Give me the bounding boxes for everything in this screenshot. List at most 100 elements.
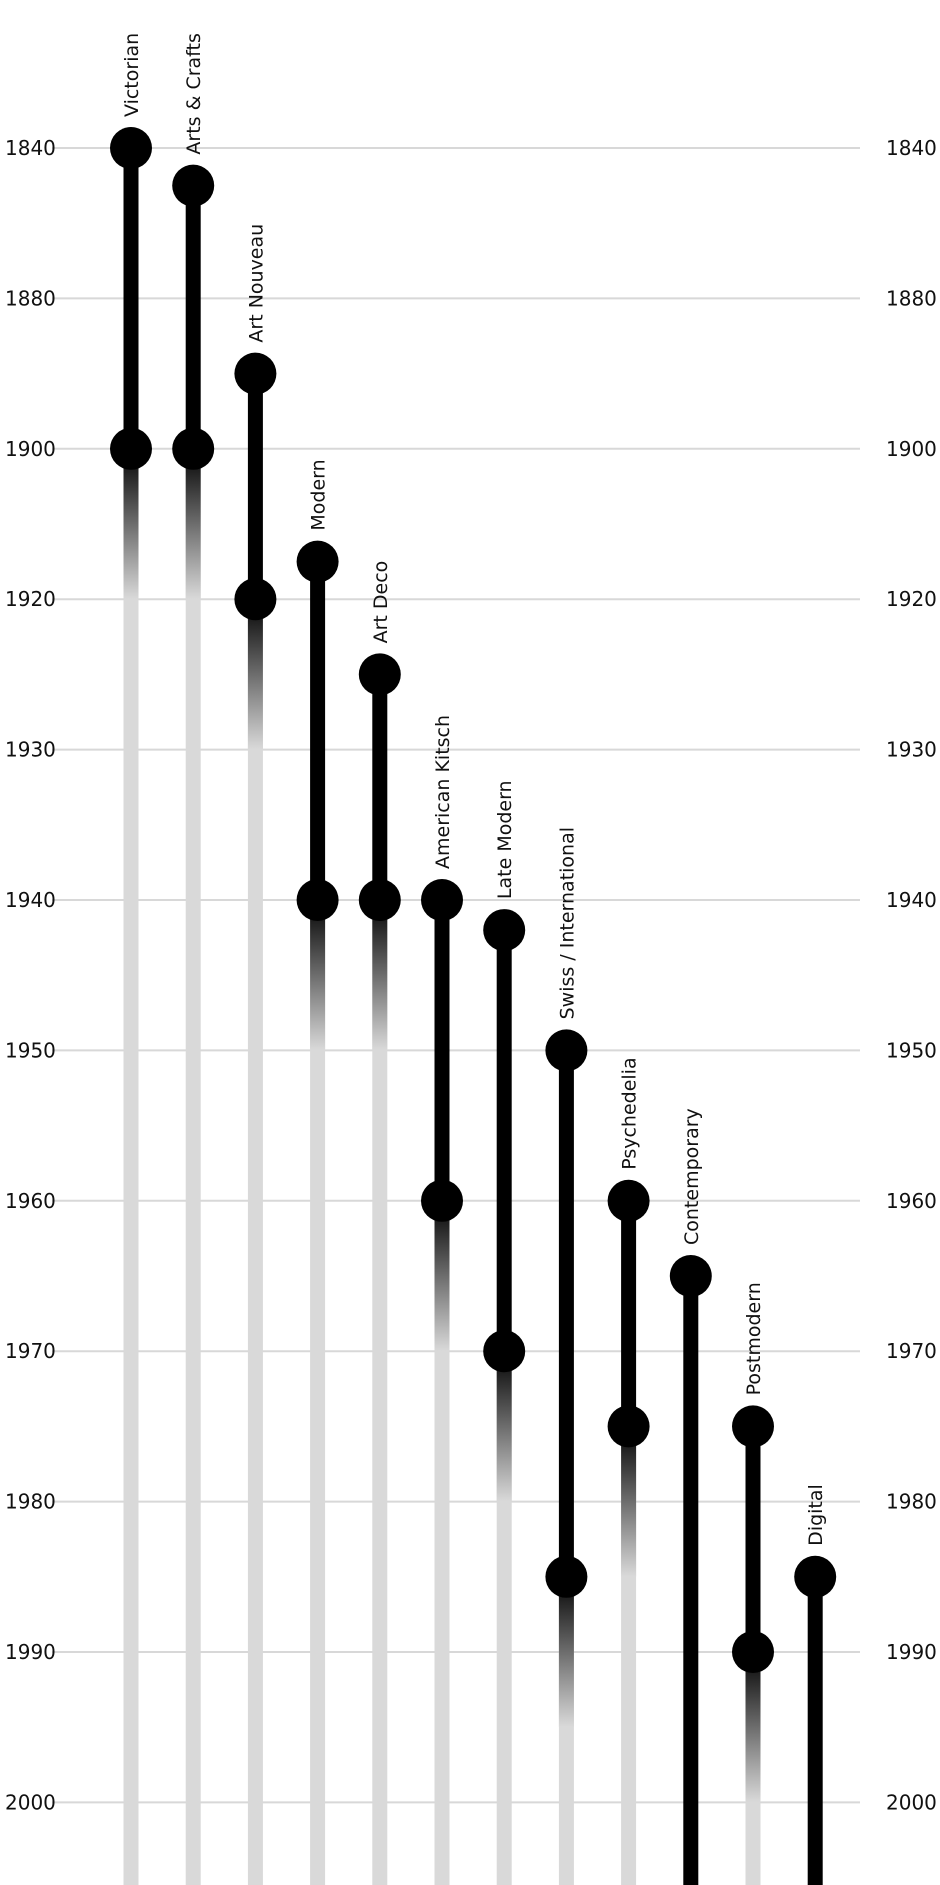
era-label: Art Nouveau <box>245 224 267 343</box>
era-label: Contemporary <box>681 1108 703 1245</box>
era-fade <box>745 1652 761 1802</box>
era-end-dot <box>607 1405 650 1448</box>
era-bar <box>434 900 450 1201</box>
y-tick-label-left: 1960 <box>5 1189 56 1213</box>
era-bar <box>247 373 263 600</box>
y-tick-label-right: 2000 <box>886 1790 937 1814</box>
era-start-dot <box>234 352 277 395</box>
era-fade <box>558 1576 574 1727</box>
era-start-dot <box>794 1555 837 1598</box>
era-bar <box>310 561 326 900</box>
y-tick-label-right: 1950 <box>886 1038 937 1062</box>
era-end-dot <box>732 1631 774 1673</box>
era-end-dot <box>110 427 152 470</box>
era-label: Victorian <box>121 33 143 117</box>
y-tick-label-right: 1960 <box>886 1189 937 1213</box>
y-tick-label-left: 1920 <box>5 587 56 611</box>
era-start-dot <box>669 1255 712 1297</box>
era-bar <box>621 1200 637 1427</box>
era-group: Art Deco <box>358 561 401 1885</box>
era-bar <box>123 148 139 449</box>
y-tick-label-left: 2000 <box>5 1790 56 1814</box>
y-tick-label-left: 1990 <box>5 1640 56 1664</box>
y-tick-label-left: 1980 <box>5 1490 56 1514</box>
era-start-dot <box>110 127 152 169</box>
era-end-dot <box>172 427 215 470</box>
era-end-dot <box>421 1179 463 1222</box>
era-end-dot <box>483 1330 526 1373</box>
era-start-dot <box>172 164 215 207</box>
era-fade <box>185 448 201 599</box>
era-end-dot <box>234 578 277 621</box>
era-start-dot <box>483 909 526 952</box>
era-fade <box>434 1200 450 1351</box>
era-bar <box>372 674 388 900</box>
era-start-dot <box>358 653 401 696</box>
y-tick-label-right: 1880 <box>886 286 937 310</box>
era-label: Late Modern <box>494 780 516 899</box>
era-label: Digital <box>805 1484 827 1546</box>
era-fade <box>310 900 326 1050</box>
era-label: Postmodern <box>743 1282 765 1395</box>
era-bar <box>558 1050 574 1577</box>
era-start-dot <box>607 1179 650 1222</box>
era-layer: Victorian Arts & Crafts Art Nouveau Modern A… <box>110 33 837 1885</box>
era-group: Psychedelia <box>607 1057 650 1885</box>
era-fade <box>496 1351 512 1502</box>
y-tick-label-left: 1930 <box>5 738 56 762</box>
y-tick-label-right: 1980 <box>886 1490 937 1514</box>
era-label: Art Deco <box>370 561 392 644</box>
era-track <box>372 900 388 1885</box>
era-track <box>123 448 139 1885</box>
era-track <box>310 900 326 1885</box>
era-group: Art Nouveau <box>234 224 277 1885</box>
era-group: Modern <box>296 459 339 1885</box>
era-group: American Kitsch <box>421 715 463 1885</box>
era-group: Postmodern <box>732 1282 774 1885</box>
y-tick-label-left: 1940 <box>5 888 56 912</box>
era-fade <box>123 448 139 599</box>
y-tick-label-right: 1900 <box>886 437 937 461</box>
y-tick-label-right: 1970 <box>886 1339 937 1363</box>
era-group: Contemporary <box>669 1108 712 1885</box>
y-tick-label-right: 1920 <box>886 587 937 611</box>
era-bar <box>683 1276 699 1885</box>
y-tick-label-right: 1930 <box>886 738 937 762</box>
y-tick-label-left: 1950 <box>5 1038 56 1062</box>
era-label: American Kitsch <box>432 715 454 869</box>
era-label: Arts & Crafts <box>183 33 205 154</box>
era-group: Arts & Crafts <box>172 33 215 1885</box>
era-start-dot <box>732 1405 774 1448</box>
grid-layer <box>52 147 860 1804</box>
era-start-dot <box>545 1029 588 1072</box>
y-tick-label-left: 1840 <box>5 136 56 160</box>
era-bar <box>745 1426 761 1652</box>
era-track <box>434 1200 450 1885</box>
y-tick-label-right: 1840 <box>886 136 937 160</box>
era-group: Victorian <box>110 33 152 1885</box>
era-group: Late Modern <box>483 780 526 1885</box>
era-start-dot <box>421 879 463 921</box>
era-label: Swiss / International <box>556 827 578 1019</box>
era-end-dot <box>296 879 339 921</box>
y-tick-label-left: 1880 <box>5 286 56 310</box>
era-bar <box>496 930 512 1352</box>
era-fade <box>372 900 388 1050</box>
era-end-dot <box>358 879 401 921</box>
era-bar <box>185 185 201 449</box>
y-tick-label-left: 1970 <box>5 1339 56 1363</box>
era-start-dot <box>296 540 339 583</box>
era-fade <box>621 1426 637 1577</box>
y-tick-label-right: 1940 <box>886 888 937 912</box>
era-label: Psychedelia <box>619 1057 641 1169</box>
era-track <box>185 448 201 1885</box>
tick-label-layer: 1840 1840 1880 1880 1900 1900 1920 1920 1930 1930… <box>5 136 937 1814</box>
era-end-dot <box>545 1555 588 1598</box>
era-group: Digital <box>794 1484 837 1885</box>
era-bar <box>807 1576 823 1885</box>
era-label: Modern <box>308 459 330 530</box>
y-tick-label-right: 1990 <box>886 1640 937 1664</box>
y-tick-label-left: 1900 <box>5 437 56 461</box>
era-group: Swiss / International <box>545 827 588 1885</box>
